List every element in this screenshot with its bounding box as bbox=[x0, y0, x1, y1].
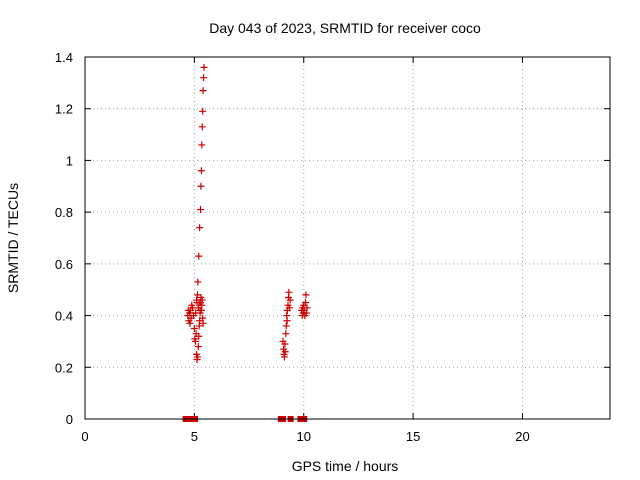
data-point bbox=[186, 319, 194, 327]
y-axis-label: SRMTID / TECUs bbox=[5, 183, 21, 293]
data-point bbox=[193, 291, 201, 299]
data-point bbox=[197, 182, 205, 190]
data-point bbox=[198, 141, 206, 149]
data-point bbox=[200, 63, 208, 71]
x-axis-label: GPS time / hours bbox=[292, 458, 399, 474]
data-point bbox=[198, 123, 206, 131]
x-tick-label: 0 bbox=[81, 429, 88, 444]
y-tick-label: 0 bbox=[66, 412, 73, 427]
y-tick-label: 0.4 bbox=[55, 309, 73, 324]
data-point bbox=[282, 330, 290, 338]
data-point bbox=[283, 317, 291, 325]
x-tick-label: 20 bbox=[515, 429, 529, 444]
data-point bbox=[302, 309, 310, 317]
x-tick-label: 10 bbox=[297, 429, 311, 444]
data-point bbox=[196, 306, 204, 314]
data-point bbox=[199, 319, 207, 327]
y-tick-label: 1.2 bbox=[55, 102, 73, 117]
chart-title: Day 043 of 2023, SRMTID for receiver coc… bbox=[209, 20, 481, 36]
y-tick-label: 0.8 bbox=[55, 205, 73, 220]
axis-ticks bbox=[84, 56, 610, 420]
data-point bbox=[286, 296, 294, 304]
data-point bbox=[281, 348, 289, 356]
y-tick-label: 0.2 bbox=[55, 360, 73, 375]
x-tick-label: 5 bbox=[191, 429, 198, 444]
data-point bbox=[285, 288, 293, 296]
data-point bbox=[194, 353, 202, 361]
data-point bbox=[194, 343, 202, 351]
data-point bbox=[195, 332, 203, 340]
plot-frame bbox=[84, 56, 611, 420]
data-point bbox=[302, 291, 310, 299]
data-point bbox=[196, 224, 204, 232]
data-point bbox=[197, 206, 204, 214]
data-points bbox=[182, 63, 311, 422]
grid-lines bbox=[85, 57, 610, 419]
data-point bbox=[192, 309, 200, 317]
data-point bbox=[184, 306, 192, 314]
data-point bbox=[193, 299, 201, 307]
data-point bbox=[281, 353, 288, 361]
data-point bbox=[281, 340, 289, 348]
y-tick-label: 0.6 bbox=[55, 257, 73, 272]
y-tick-label: 1 bbox=[66, 153, 73, 168]
y-tick-label: 1.4 bbox=[55, 50, 73, 65]
data-point bbox=[191, 337, 199, 345]
y-tick-labels: 0 0.2 0.4 0.6 0.8 1 1.2 1.4 bbox=[55, 50, 73, 427]
data-point bbox=[199, 107, 207, 115]
data-point bbox=[302, 299, 309, 307]
data-point bbox=[199, 87, 207, 95]
data-point bbox=[200, 74, 208, 82]
x-tick-label: 15 bbox=[406, 429, 420, 444]
data-point bbox=[194, 278, 202, 286]
x-tick-labels: 0 5 10 15 20 bbox=[81, 429, 529, 444]
data-point bbox=[282, 322, 290, 330]
data-point bbox=[190, 325, 198, 332]
data-point bbox=[303, 304, 311, 312]
data-point bbox=[195, 252, 203, 260]
data-point bbox=[197, 167, 205, 175]
data-point bbox=[286, 304, 294, 312]
